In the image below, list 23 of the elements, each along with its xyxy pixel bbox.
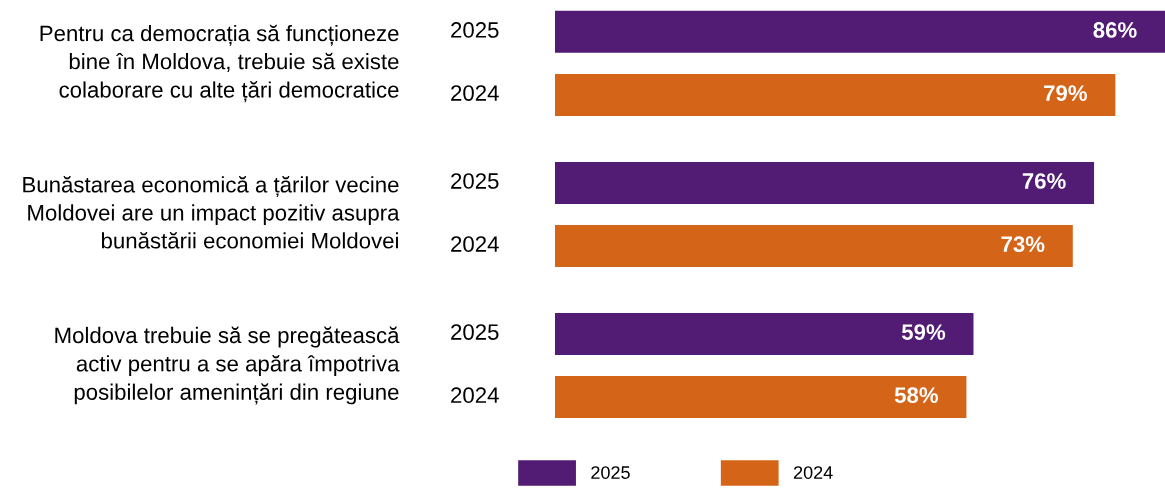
bar (555, 312, 974, 355)
bar (555, 74, 1116, 116)
data-label: 76% (1022, 173, 1066, 189)
data-label: 59% (901, 324, 946, 340)
text: 2024 (451, 236, 499, 252)
text: 2025 (451, 22, 499, 38)
legend-label: 2024 (793, 466, 833, 479)
data-label: 58% (894, 387, 939, 404)
bar (555, 225, 1073, 268)
bar (555, 161, 1095, 204)
bar (555, 10, 1165, 53)
data-label: 73% (1001, 236, 1045, 253)
bar (555, 376, 967, 419)
text: 2024 (451, 387, 499, 404)
text: 2024 (451, 85, 499, 101)
y-tick-label: Moldova trebuie să se pregătească activ pentru a se apăra împotriva posibilelor amenințări din regiune (55, 326, 400, 405)
legend-label: 2025 (591, 466, 630, 479)
data-label: 79% (1044, 85, 1087, 101)
y-tick-label: Bunăstarea economică a țărilor vecine Moldovei are un impact pozitiv asupra bunăstării economiei Moldovei (23, 175, 400, 249)
data-label: 86% (1093, 22, 1137, 38)
text: 2025 (451, 173, 499, 189)
y-tick-label: Pentru ca democrația să funcționeze bine în Moldova, trebuie să existe colaborare cu alte țări democratice (40, 24, 399, 103)
text: 2025 (451, 324, 499, 340)
